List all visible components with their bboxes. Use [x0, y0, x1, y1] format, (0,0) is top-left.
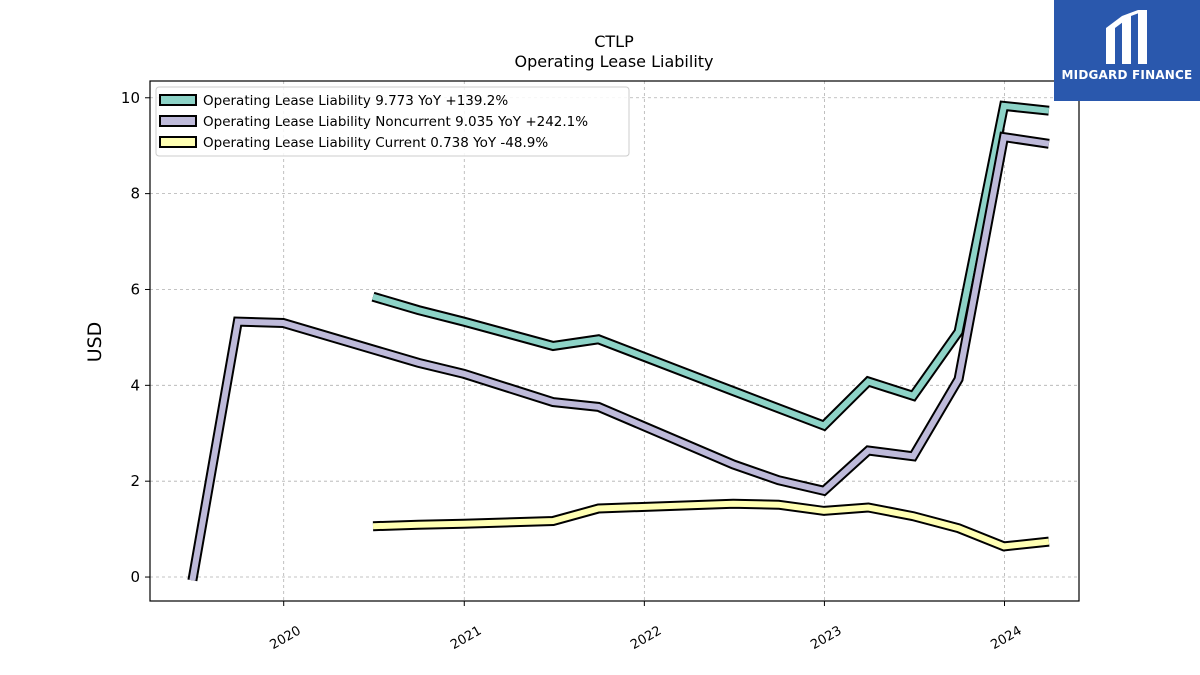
x-tick-label: 2023	[808, 623, 844, 653]
y-tick-label: 0	[130, 568, 140, 586]
legend-swatch	[159, 94, 197, 106]
series-3	[372, 498, 1050, 552]
series-line	[189, 133, 1050, 581]
logo-icon	[1106, 10, 1147, 64]
y-tick-label: 2	[130, 472, 140, 490]
legend-swatch	[159, 136, 197, 148]
series-2	[187, 131, 1050, 582]
legend-swatch	[159, 115, 197, 127]
y-tick-label: 6	[130, 280, 140, 298]
y-axis-label: USD	[84, 322, 106, 363]
axis-ticks: 0 2 4 6 8 10 2020 2021 2022 2023 2024	[121, 89, 1025, 653]
y-tick-label: 10	[121, 89, 140, 107]
legend: Operating Lease Liability 9.773 YoY +139…	[155, 86, 630, 157]
legend-box	[155, 86, 630, 157]
series-line	[372, 102, 1050, 430]
logo-text: MIDGARD FINANCE	[1061, 68, 1193, 82]
chart-title: CTLP	[594, 32, 634, 51]
logo: MIDGARD FINANCE	[1054, 0, 1200, 101]
legend-label: Operating Lease Liability Noncurrent 9.0…	[203, 114, 588, 130]
series-1	[371, 100, 1050, 432]
legend-label: Operating Lease Liability Current 0.738 …	[203, 135, 548, 151]
x-tick-label: 2022	[628, 623, 664, 653]
series-layer	[187, 100, 1050, 582]
grid	[150, 81, 1079, 601]
chart-subtitle: Operating Lease Liability	[514, 52, 713, 71]
x-tick-label: 2024	[988, 623, 1024, 653]
x-tick-label: 2020	[268, 623, 304, 653]
y-tick-label: 8	[130, 185, 140, 203]
x-tick-label: 2021	[448, 623, 484, 653]
legend-label: Operating Lease Liability 9.773 YoY +139…	[203, 93, 508, 109]
series-line	[372, 500, 1050, 550]
y-tick-label: 4	[130, 376, 140, 394]
plot-frame	[149, 80, 1080, 602]
